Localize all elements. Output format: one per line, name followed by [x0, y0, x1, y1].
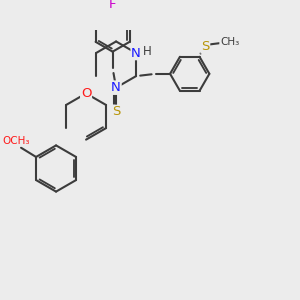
Text: OCH₃: OCH₃ — [3, 136, 30, 146]
Text: N: N — [131, 46, 141, 59]
Text: S: S — [112, 105, 120, 119]
Text: F: F — [109, 0, 116, 11]
Text: S: S — [201, 40, 209, 53]
Text: CH₃: CH₃ — [220, 37, 239, 47]
Text: O: O — [81, 87, 91, 100]
Text: H: H — [143, 45, 152, 58]
Text: N: N — [111, 81, 121, 94]
